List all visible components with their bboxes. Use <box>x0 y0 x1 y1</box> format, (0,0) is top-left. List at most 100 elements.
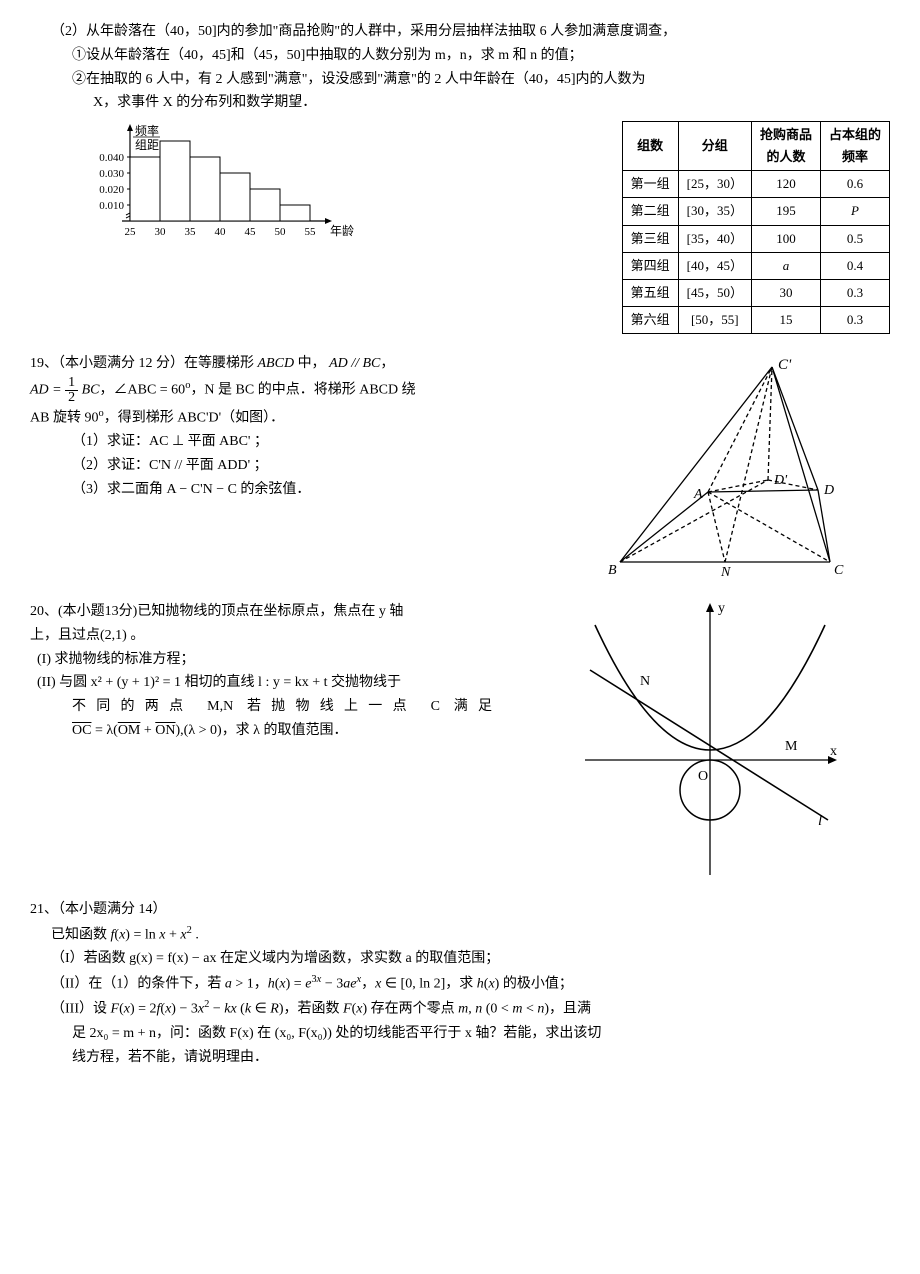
q19-l1c: ， <box>380 356 394 371</box>
q19-adeq: AD = <box>30 382 65 397</box>
svg-text:N: N <box>720 565 731 580</box>
q19-angle: ，∠ABC = 60 <box>100 382 186 397</box>
td-0-0: 第一组 <box>622 171 678 198</box>
svg-text:25: 25 <box>125 226 137 238</box>
q19-l1a: 19、（本小题满分 12 分）在等腰梯形 <box>30 356 258 371</box>
q21-pIII-1: （III）设 F(x) = 2f(x) − 3x2 − kx (k ∈ R)，若… <box>51 996 890 1021</box>
q19-p2: （2）求证：C'N // 平面 ADD' ； <box>72 454 590 478</box>
q18-part2: （2）从年龄落在（40，50]内的参加"商品抢购"的人群中，采用分层抽样法抽取 … <box>30 20 890 115</box>
svg-text:组距: 组距 <box>135 138 159 152</box>
q19-line1: 19、（本小题满分 12 分）在等腰梯形 ABCD 中， AD // BC， <box>30 352 590 376</box>
td-3-3: 0.4 <box>820 252 889 279</box>
svg-text:A: A <box>693 487 703 502</box>
td-4-2: 30 <box>751 279 820 306</box>
td-5-3: 0.3 <box>820 306 889 333</box>
q19-line2: AD = 12 BC，∠ABC = 60o，N 是 BC 的中点．将梯形 ABC… <box>30 376 590 405</box>
svg-text:40: 40 <box>215 226 227 238</box>
td-1-3: P <box>820 198 889 225</box>
q21-pIII-2: 足 2x₀ = m + n，问：函数 F(x) 在 (x₀, F(x₀)) 处的… <box>72 1022 890 1046</box>
td-5-1: [50，55] <box>678 306 751 333</box>
q21-pI: （I）若函数 g(x) = f(x) − ax 在定义域内为增函数，求实数 a … <box>51 947 890 971</box>
td-0-1: [25，30） <box>678 171 751 198</box>
td-2-1: [35，40） <box>678 225 751 252</box>
th-2: 抢购商品的人数 <box>751 122 820 171</box>
q19-line3: AB 旋转 90o，得到梯形 ABC'D'（如图）． <box>30 405 590 430</box>
q21: 21、（本小题满分 14） 已知函数 f(x) = ln x + x2 . （I… <box>30 898 890 1070</box>
svg-text:x: x <box>830 744 837 759</box>
q21-title: 21、（本小题满分 14） <box>30 898 890 922</box>
td-2-0: 第三组 <box>622 225 678 252</box>
q20-figure-container: y x N M Ol <box>580 600 890 880</box>
svg-text:l: l <box>818 813 822 829</box>
q19-bc: BC <box>82 382 100 397</box>
svg-text:0.010: 0.010 <box>99 200 124 212</box>
svg-text:50: 50 <box>275 226 287 238</box>
q20-text: 20、(本小题13分)已知抛物线的顶点在坐标原点，焦点在 y 轴 上，且过点(2… <box>30 600 570 743</box>
svg-text:C: C <box>834 563 844 578</box>
td-4-0: 第五组 <box>622 279 678 306</box>
td-2-3: 0.5 <box>820 225 889 252</box>
td-1-0: 第二组 <box>622 198 678 225</box>
svg-text:0.030: 0.030 <box>99 168 124 180</box>
q19-l1b: 中， <box>294 356 326 371</box>
svg-text:M: M <box>785 739 798 754</box>
q18-p2-line1: （2）从年龄落在（40，50]内的参加"商品抢购"的人群中，采用分层抽样法抽取 … <box>51 20 890 44</box>
svg-text:y: y <box>718 601 725 616</box>
td-1-1: [30，35） <box>678 198 751 225</box>
td-4-3: 0.3 <box>820 279 889 306</box>
q21-pII: （II）在（1）的条件下，若 a > 1，h(x) = e3x − 3aex，x… <box>51 971 890 996</box>
q20-pII-3b: ，求 λ 的取值范围． <box>222 723 348 738</box>
td-5-0: 第六组 <box>622 306 678 333</box>
q20-l1: 20、(本小题13分)已知抛物线的顶点在坐标原点，焦点在 y 轴 <box>30 604 403 619</box>
svg-text:频率: 频率 <box>135 123 159 138</box>
td-2-2: 100 <box>751 225 820 252</box>
q19: 19、（本小题满分 12 分）在等腰梯形 ABCD 中， AD // BC， A… <box>30 352 890 582</box>
td-0-2: 120 <box>751 171 820 198</box>
q20-pII-1: (II) 与圆 x² + (y + 1)² = 1 相切的直线 l : y = … <box>37 671 570 695</box>
td-4-1: [45，50） <box>678 279 751 306</box>
q19-l2b: ，N 是 BC 的中点．将梯形 ABCD 绕 <box>190 382 415 397</box>
svg-text:0.020: 0.020 <box>99 184 124 196</box>
svg-text:45: 45 <box>245 226 257 238</box>
td-0-3: 0.6 <box>820 171 889 198</box>
svg-text:N: N <box>640 674 650 689</box>
td-3-1: [40，45） <box>678 252 751 279</box>
q21-pIII-3: 线方程，若不能，请说明理由． <box>72 1046 890 1070</box>
svg-text:O: O <box>698 769 708 784</box>
q18-figures-row: 频率组距0.0100.0200.0300.04025303540455055年龄… <box>30 121 890 334</box>
svg-text:C': C' <box>778 357 792 373</box>
td-3-2: a <box>751 252 820 279</box>
frac-num: 1 <box>65 376 78 391</box>
td-3-0: 第四组 <box>622 252 678 279</box>
svg-text:30: 30 <box>155 226 167 238</box>
q19-l3b: ，得到梯形 ABC'D'（如图）． <box>104 410 284 425</box>
q20-pII-3: OC = λ(OM + ON),(λ > 0)，求 λ 的取值范围． <box>72 719 570 743</box>
q19-l3a: AB 旋转 90 <box>30 410 98 425</box>
q21-given: 已知函数 f(x) = ln x + x2 . <box>51 922 890 947</box>
svg-text:年龄（岁）: 年龄（岁） <box>330 223 360 238</box>
th-0: 组数 <box>622 122 678 171</box>
svg-text:55: 55 <box>305 226 317 238</box>
td-1-2: 195 <box>751 198 820 225</box>
svg-text:B: B <box>608 563 617 578</box>
q20-line1b: 上，且过点(2,1) 。 <box>30 624 570 648</box>
frequency-table: 组数分组抢购商品的人数占本组的频率第一组[25，30）1200.6 第二组[30，… <box>622 121 890 334</box>
q18-p2-line4: X，求事件 X 的分布列和数学期望． <box>93 91 890 115</box>
th-1: 分组 <box>678 122 751 171</box>
q18-p2-line3: ②在抽取的 6 人中，有 2 人感到"满意"，设没感到"满意"的 2 人中年龄在… <box>72 68 890 92</box>
q20-pI: (I) 求抛物线的标准方程； <box>37 648 570 672</box>
q19-figure: C' D' A D B N C <box>600 352 860 582</box>
svg-text:D: D <box>823 483 834 498</box>
th-3: 占本组的频率 <box>820 122 889 171</box>
q18-p2-line2: ①设从年龄落在（40，45]和（45，50]中抽取的人数分别为 m，n，求 m … <box>72 44 890 68</box>
q20-figure: y x N M Ol <box>580 600 840 880</box>
svg-text:D': D' <box>773 473 788 488</box>
q20-pII-2: 不同的两点 M,N 若抛物线上一点 C 满足 <box>72 695 492 719</box>
histogram: 频率组距0.0100.0200.0300.04025303540455055年龄… <box>80 121 360 251</box>
q19-p3: （3）求二面角 A − C'N − C 的余弦值． <box>72 478 590 502</box>
q20: 20、(本小题13分)已知抛物线的顶点在坐标原点，焦点在 y 轴 上，且过点(2… <box>30 600 890 880</box>
q19-p1: （1）求证：AC ⊥ 平面 ABC' ； <box>72 430 590 454</box>
q19-figure-container: C' D' A D B N C <box>600 352 890 582</box>
table-container: 组数分组抢购商品的人数占本组的频率第一组[25，30）1200.6 第二组[30，… <box>370 121 890 334</box>
svg-text:0.040: 0.040 <box>99 152 124 164</box>
